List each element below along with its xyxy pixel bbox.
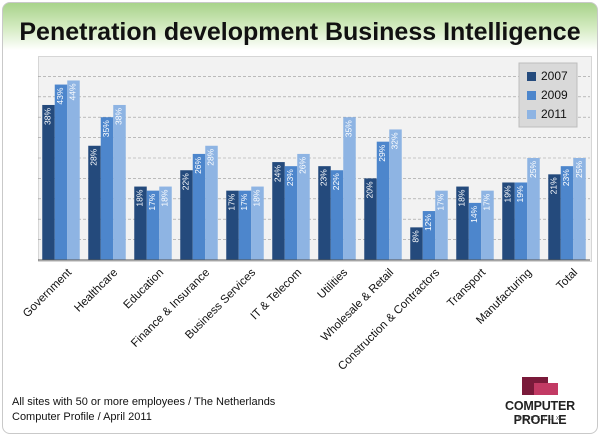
data-label: 23% [319, 169, 329, 186]
bar [297, 153, 310, 260]
data-label: 25% [574, 161, 584, 178]
legend-label: 2007 [541, 69, 568, 83]
data-label: 22% [181, 173, 191, 190]
data-label: 35% [101, 120, 111, 137]
data-label: 17% [482, 193, 492, 210]
bar [284, 166, 298, 260]
category-label: Utilities [316, 267, 351, 302]
category-label: Finance & Insurance [129, 267, 212, 350]
bar [435, 190, 448, 260]
bar [180, 170, 193, 260]
data-label: 18% [135, 189, 145, 206]
footer-line-2: Computer Profile / April 2011 [12, 411, 152, 423]
legend-swatch [527, 110, 536, 119]
bar [468, 202, 482, 260]
data-label: 38% [43, 108, 53, 125]
category-label: Construction & Contractors [336, 267, 442, 373]
category-label: Total [555, 267, 581, 293]
data-label: 23% [285, 169, 295, 186]
bar [134, 186, 147, 260]
data-label: 17% [147, 193, 157, 210]
bar [330, 170, 344, 260]
legend-label: 2009 [541, 88, 568, 102]
data-label: 26% [298, 156, 308, 173]
bar [422, 211, 436, 260]
category-label: Education [122, 267, 167, 312]
data-label: 43% [55, 87, 65, 104]
data-label: 20% [365, 181, 375, 198]
bar [205, 145, 218, 260]
data-label: 18% [457, 189, 467, 206]
bar [100, 117, 114, 260]
data-label: 19% [503, 185, 513, 202]
bar [410, 227, 423, 260]
chart-title: Penetration development Business Intelli… [19, 18, 581, 46]
data-label: 29% [377, 144, 387, 161]
category-label: Healthcare [72, 267, 120, 315]
bar [226, 190, 239, 260]
bar [159, 186, 172, 260]
logo-mark-icon [522, 377, 558, 395]
data-label: 17% [436, 193, 446, 210]
bar [88, 145, 101, 260]
bar [364, 178, 377, 260]
footer-note: All sites with 50 or more employees / Th… [12, 395, 275, 425]
data-label: 22% [331, 173, 341, 190]
data-label: 19% [515, 185, 525, 202]
bar [318, 166, 331, 260]
plot-area [38, 56, 592, 262]
data-label: 18% [252, 189, 262, 206]
data-label: 12% [423, 214, 433, 231]
data-label: 32% [390, 132, 400, 149]
bar [548, 174, 561, 260]
bar [67, 80, 80, 260]
data-label: 35% [344, 120, 354, 137]
bar [113, 104, 126, 261]
data-label: 14% [469, 205, 479, 222]
data-label: 18% [160, 189, 170, 206]
data-label: 23% [561, 169, 571, 186]
data-label: 8% [411, 230, 421, 243]
bar [42, 104, 55, 261]
bar [527, 158, 540, 260]
legend-label: 2011 [541, 107, 567, 121]
bar [481, 190, 494, 260]
bar [343, 117, 356, 260]
data-label: 26% [193, 156, 203, 173]
category-label: Government [21, 266, 75, 320]
data-label: 24% [273, 165, 283, 182]
logo-name: COMPUTER PROFILE [505, 399, 575, 427]
bar [389, 129, 402, 260]
footer-line-1: All sites with 50 or more employees / Th… [12, 396, 276, 408]
data-label: 17% [227, 193, 237, 210]
data-label: 25% [528, 161, 538, 178]
bar [560, 166, 574, 260]
bar [192, 153, 206, 260]
data-label: 21% [549, 177, 559, 194]
bar [54, 84, 68, 260]
logo-subtitle: BENELUX [517, 416, 563, 422]
legend-swatch [527, 72, 536, 81]
bar [272, 162, 285, 260]
data-label: 44% [68, 83, 78, 100]
bar [376, 141, 390, 260]
category-label: Transport [445, 266, 489, 310]
data-label: 28% [89, 148, 99, 165]
bar [502, 182, 515, 260]
data-label: 17% [239, 193, 249, 210]
bar [238, 190, 252, 260]
bar [456, 186, 469, 260]
legend-swatch [527, 91, 536, 100]
data-label: 28% [206, 148, 216, 165]
bar [573, 158, 586, 260]
bar [146, 190, 160, 260]
bar [251, 186, 264, 260]
bar [514, 182, 528, 260]
data-label: 38% [114, 108, 124, 125]
